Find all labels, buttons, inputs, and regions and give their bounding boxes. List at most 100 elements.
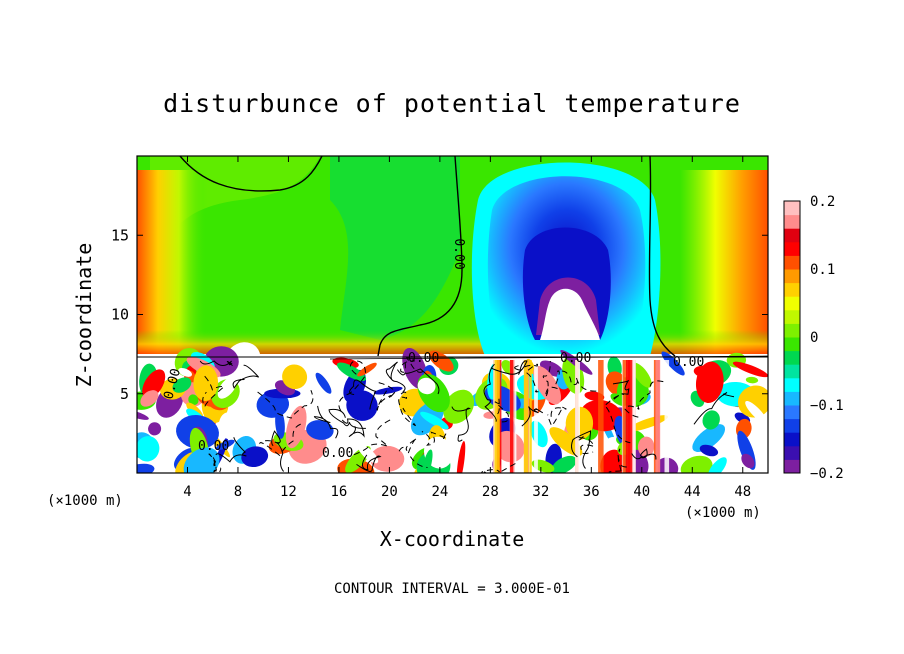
turbulence-blob xyxy=(732,361,768,378)
turbulence-blob xyxy=(137,463,155,473)
turbulence-streak xyxy=(534,360,538,473)
contour-line xyxy=(555,370,597,392)
chart-title: disturbunce of potential temperature xyxy=(163,89,741,118)
turbulence-streak xyxy=(622,360,628,473)
contour-line xyxy=(271,430,284,472)
turbulent-layer xyxy=(137,342,768,473)
colorbar-swatch xyxy=(784,296,800,311)
y-tick-label: 10 xyxy=(111,306,129,324)
turbulence-blob xyxy=(217,376,238,399)
turbulence-streak xyxy=(523,360,529,473)
turbulence-blob xyxy=(539,360,564,377)
contour-line xyxy=(338,360,367,413)
colorbar-tick-label: 0.2 xyxy=(810,194,835,210)
contour-line xyxy=(396,368,440,395)
colorbar-swatch xyxy=(784,309,800,324)
turbulence-streak xyxy=(575,360,580,473)
contour-line xyxy=(313,405,339,439)
contour-line xyxy=(208,453,222,473)
turbulence-streak xyxy=(655,360,661,473)
colorbar xyxy=(784,201,800,474)
turbulence-blob xyxy=(305,390,318,410)
turbulence-blob xyxy=(172,377,192,393)
turbulence-blob xyxy=(373,386,403,395)
contour-line xyxy=(421,431,448,446)
contour-line xyxy=(257,390,314,419)
x-tick-label: 16 xyxy=(330,484,347,500)
colorbar-swatch xyxy=(784,255,800,270)
x-unit-label-right: (×1000 m) xyxy=(685,505,761,521)
contour-line xyxy=(348,419,391,458)
x-tick-label: 28 xyxy=(482,484,499,500)
contour-line xyxy=(349,379,377,410)
turbulence-streak xyxy=(664,360,670,473)
turbulence-blob xyxy=(193,365,219,401)
x-tick-label: 8 xyxy=(234,484,242,500)
colorbar-swatch xyxy=(784,405,800,420)
contour-line xyxy=(483,363,497,422)
turbulence-blob xyxy=(142,369,166,399)
x-tick-label: 24 xyxy=(431,484,448,500)
colorbar-swatch xyxy=(784,282,800,297)
x-tick-label: 40 xyxy=(633,484,650,500)
turbulence-blob xyxy=(215,439,235,451)
contour-line xyxy=(356,454,382,472)
turbulence-blob xyxy=(148,422,162,436)
contour-line xyxy=(490,360,528,375)
turbulence-blob xyxy=(702,410,720,430)
colorbar-swatch xyxy=(784,364,800,379)
contour-line xyxy=(400,356,424,373)
contour-line xyxy=(494,398,509,423)
turbulence-streak xyxy=(510,360,514,473)
contour-line xyxy=(375,381,397,411)
turbulence-blob xyxy=(370,445,405,472)
contour-line xyxy=(517,363,539,393)
colorbar-swatch xyxy=(784,391,800,406)
colorbar-swatch xyxy=(784,350,800,365)
turbulence-blob xyxy=(741,453,755,469)
turbulence-streak xyxy=(598,360,604,473)
colorbar-swatch xyxy=(784,201,800,216)
contour-line xyxy=(480,463,516,473)
contour-lines xyxy=(137,156,768,360)
y-axis: 5 10 15 xyxy=(111,226,768,403)
colorbar-swatch xyxy=(784,323,800,338)
x-tick-label: 36 xyxy=(583,484,600,500)
turbulence-blob xyxy=(549,427,583,457)
contour-line xyxy=(341,418,365,438)
x-tick-label: 32 xyxy=(532,484,549,500)
colorbar-swatch xyxy=(784,241,800,256)
contour-line xyxy=(215,437,247,463)
turbulence-blob xyxy=(420,411,449,430)
turbulence-blob xyxy=(699,444,719,457)
contour-line xyxy=(571,430,592,469)
x-axis: 4 8 12 16 20 24 28 32 36 40 44 48 xyxy=(183,156,751,500)
contour-line xyxy=(328,408,366,429)
colorbar-tick-label: −0.1 xyxy=(810,398,844,414)
contour-line xyxy=(202,375,226,408)
contour-line xyxy=(451,406,471,442)
contour-label: 0.00 xyxy=(451,238,466,269)
colorbar-tick-label: −0.2 xyxy=(810,466,844,482)
turbulence-blob xyxy=(551,455,577,473)
x-tick-label: 12 xyxy=(280,484,297,500)
turbulence-blob xyxy=(745,376,759,384)
turbulence-blob xyxy=(315,372,332,394)
colorbar-swatch xyxy=(784,432,800,447)
colorbar-swatch xyxy=(784,377,800,392)
y-axis-label: Z-coordinate xyxy=(72,243,96,388)
colorbar-swatch xyxy=(784,214,800,229)
turbulence-blob xyxy=(707,457,727,473)
y-tick-label: 15 xyxy=(111,226,129,244)
colorbar-frame xyxy=(783,200,801,474)
turbulence-blob xyxy=(745,400,767,424)
x-tick-label: 4 xyxy=(183,484,191,500)
turbulence-blob xyxy=(346,390,378,421)
turbulence-blob xyxy=(692,424,726,453)
contour-line xyxy=(624,380,664,418)
turbulence-streak xyxy=(494,360,500,473)
turbulence-blob xyxy=(631,362,652,388)
turbulence-blob xyxy=(533,365,561,405)
turbulence-streak xyxy=(632,360,636,473)
turbulence-streak xyxy=(627,360,634,473)
